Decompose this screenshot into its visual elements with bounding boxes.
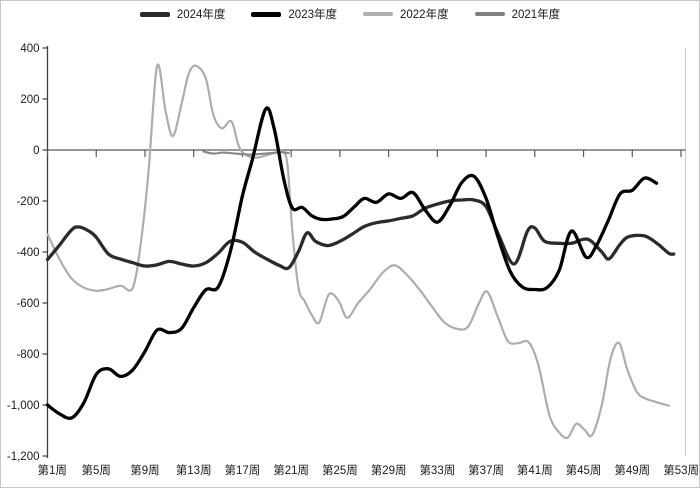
legend-item-2022[interactable]: 2022年度 xyxy=(363,6,449,22)
y-axis-label: 0 xyxy=(33,145,39,157)
x-axis-label: 第53周 xyxy=(663,463,699,477)
y-axis-label: -800 xyxy=(16,349,39,361)
y-axis-label: -200 xyxy=(16,196,39,208)
legend-label-2023: 2023年度 xyxy=(288,9,337,21)
x-axis-label: 第1周 xyxy=(38,463,67,477)
legend-swatch-2024 xyxy=(139,11,170,17)
x-axis-label: 第45周 xyxy=(566,463,602,477)
series-line-2022[interactable] xyxy=(46,63,670,440)
chart-legend: 2024年度 2023年度 2022年度 2021年度 xyxy=(1,6,699,22)
y-axis-label: -600 xyxy=(16,298,39,310)
legend-swatch-2022 xyxy=(363,12,393,16)
x-axis-label: 第49周 xyxy=(614,463,650,477)
series-line-2024[interactable] xyxy=(45,197,676,271)
legend-swatch-2021 xyxy=(474,12,505,16)
y-axis-label: -400 xyxy=(16,247,39,259)
x-axis-label: 第41周 xyxy=(517,463,553,477)
x-axis-label: 第9周 xyxy=(130,463,159,477)
legend-label-2021: 2021年度 xyxy=(511,9,561,21)
y-axis-label: 400 xyxy=(20,43,39,55)
legend-swatch-2023 xyxy=(251,11,282,17)
legend-label-2022: 2022年度 xyxy=(400,9,449,21)
x-axis-label: 第17周 xyxy=(225,463,261,477)
y-axis-label: -1,200 xyxy=(7,451,40,463)
series-line-2023[interactable] xyxy=(45,106,659,420)
legend-item-2023[interactable]: 2023年度 xyxy=(251,6,337,22)
x-axis-label: 第29周 xyxy=(371,463,407,477)
legend-item-2021[interactable]: 2021年度 xyxy=(474,6,561,22)
y-axis-label: 200 xyxy=(20,94,39,106)
x-axis-label: 第25周 xyxy=(322,463,358,477)
y-axis-label: -1,000 xyxy=(7,400,40,412)
x-axis-label: 第13周 xyxy=(176,463,212,477)
x-axis-label: 第21周 xyxy=(273,463,309,477)
x-axis-label: 第5周 xyxy=(82,463,111,477)
x-axis-label: 第33周 xyxy=(419,463,455,477)
x-axis-label: 第37周 xyxy=(468,463,504,477)
legend-label-2024: 2024年度 xyxy=(176,9,226,21)
series-line-2021[interactable] xyxy=(202,150,290,156)
legend-item-2024[interactable]: 2024年度 xyxy=(139,6,226,22)
